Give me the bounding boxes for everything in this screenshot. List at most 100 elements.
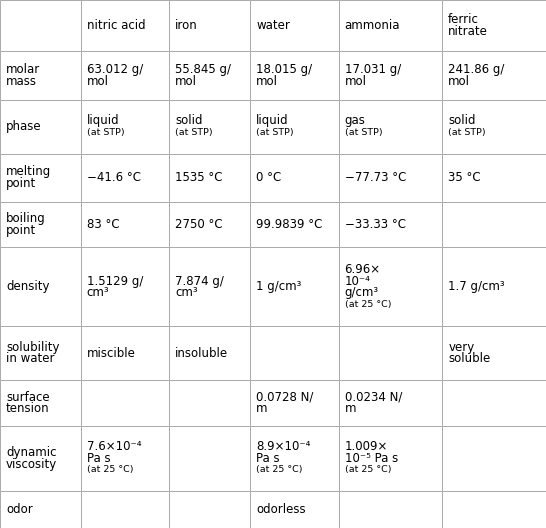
Bar [81, 154, 169, 202]
Text: soluble: soluble [448, 353, 490, 365]
Text: 0.0728 N/: 0.0728 N/ [256, 391, 313, 404]
Bar [250, 380, 339, 426]
Bar [250, 0, 339, 51]
Text: 55.845 g/: 55.845 g/ [175, 63, 232, 77]
Text: (at STP): (at STP) [175, 128, 213, 137]
Text: tension: tension [6, 402, 50, 416]
Bar [81, 100, 169, 154]
Text: mol: mol [448, 75, 470, 88]
Text: gas: gas [345, 115, 365, 127]
Bar [442, 380, 546, 426]
Text: density: density [6, 280, 50, 294]
Text: phase: phase [6, 120, 41, 133]
Text: iron: iron [175, 19, 198, 32]
Text: point: point [6, 224, 36, 237]
Text: 2750 °C: 2750 °C [175, 218, 223, 231]
Bar [339, 202, 442, 248]
Text: (at STP): (at STP) [345, 128, 382, 137]
Bar [81, 51, 169, 100]
Bar [169, 51, 250, 100]
Bar [442, 326, 546, 380]
Bar [339, 0, 442, 51]
Text: m: m [345, 402, 356, 416]
Text: solid: solid [175, 115, 203, 127]
Bar [442, 426, 546, 491]
Bar [442, 0, 546, 51]
Text: solubility: solubility [6, 341, 60, 354]
Text: m: m [256, 402, 268, 416]
Text: 63.012 g/: 63.012 g/ [87, 63, 143, 77]
Text: boiling: boiling [6, 212, 46, 225]
Text: (at STP): (at STP) [87, 128, 124, 137]
Bar [339, 326, 442, 380]
Bar [81, 326, 169, 380]
Bar [169, 154, 250, 202]
Text: −41.6 °C: −41.6 °C [87, 171, 141, 184]
Bar [81, 202, 169, 248]
Text: nitrate: nitrate [448, 25, 488, 38]
Text: very: very [448, 341, 474, 354]
Bar [81, 380, 169, 426]
Text: odorless: odorless [256, 503, 306, 516]
Bar [339, 426, 442, 491]
Text: 18.015 g/: 18.015 g/ [256, 63, 312, 77]
Text: insoluble: insoluble [175, 347, 228, 360]
Bar [0, 426, 81, 491]
Bar [0, 0, 81, 51]
Text: 99.9839 °C: 99.9839 °C [256, 218, 323, 231]
Text: in water: in water [6, 353, 55, 365]
Text: 1.5129 g/: 1.5129 g/ [87, 275, 143, 288]
Bar [339, 491, 442, 528]
Text: (at STP): (at STP) [448, 128, 486, 137]
Text: Pa s: Pa s [87, 452, 110, 465]
Text: surface: surface [6, 391, 50, 404]
Text: dynamic: dynamic [6, 446, 56, 459]
Bar [250, 248, 339, 326]
Text: 1535 °C: 1535 °C [175, 171, 223, 184]
Text: liquid: liquid [87, 115, 120, 127]
Bar [442, 51, 546, 100]
Text: ferric: ferric [448, 14, 479, 26]
Text: 0 °C: 0 °C [256, 171, 281, 184]
Text: molar: molar [6, 63, 40, 77]
Bar [0, 248, 81, 326]
Bar [169, 0, 250, 51]
Text: 7.6×10⁻⁴: 7.6×10⁻⁴ [87, 440, 141, 453]
Bar [0, 380, 81, 426]
Text: g/cm³: g/cm³ [345, 286, 378, 299]
Bar [250, 491, 339, 528]
Bar [169, 491, 250, 528]
Text: Pa s: Pa s [256, 452, 280, 465]
Text: 6.96×: 6.96× [345, 263, 381, 276]
Bar [81, 0, 169, 51]
Bar [169, 202, 250, 248]
Bar [339, 248, 442, 326]
Text: 0.0234 N/: 0.0234 N/ [345, 391, 402, 404]
Bar [81, 491, 169, 528]
Bar [169, 100, 250, 154]
Text: mol: mol [345, 75, 366, 88]
Text: odor: odor [6, 503, 33, 516]
Text: (at 25 °C): (at 25 °C) [345, 299, 391, 308]
Text: mol: mol [256, 75, 278, 88]
Bar [442, 154, 546, 202]
Bar [0, 100, 81, 154]
Text: water: water [256, 19, 290, 32]
Text: 35 °C: 35 °C [448, 171, 481, 184]
Bar [250, 202, 339, 248]
Bar [339, 100, 442, 154]
Text: 241.86 g/: 241.86 g/ [448, 63, 505, 77]
Text: 1.7 g/cm³: 1.7 g/cm³ [448, 280, 505, 294]
Text: mass: mass [6, 75, 37, 88]
Bar [339, 51, 442, 100]
Text: −33.33 °C: −33.33 °C [345, 218, 406, 231]
Bar [0, 326, 81, 380]
Text: 7.874 g/: 7.874 g/ [175, 275, 224, 288]
Text: melting: melting [6, 165, 51, 178]
Text: (at 25 °C): (at 25 °C) [87, 465, 133, 474]
Text: (at 25 °C): (at 25 °C) [256, 465, 302, 474]
Text: viscosity: viscosity [6, 458, 57, 470]
Bar [169, 326, 250, 380]
Text: cm³: cm³ [87, 286, 109, 299]
Bar [250, 100, 339, 154]
